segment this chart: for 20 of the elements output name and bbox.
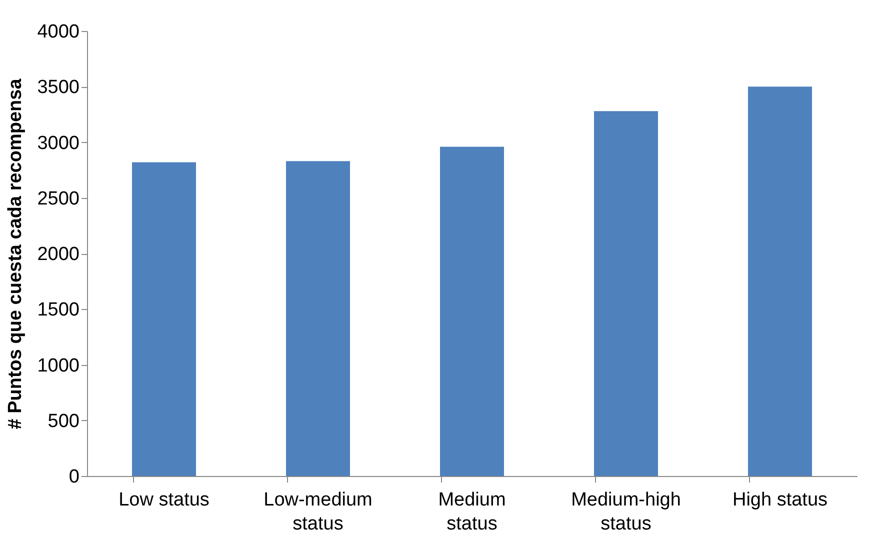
bar <box>132 162 196 476</box>
y-tick-label: 0 <box>68 466 80 488</box>
y-tick-label: 500 <box>48 410 80 432</box>
y-tick-label: 1500 <box>37 300 80 321</box>
bar <box>440 146 504 476</box>
bar <box>594 111 658 476</box>
y-axis-title: # Puntos que cuesta cada recompensa <box>5 78 26 430</box>
y-tick-label: 2000 <box>37 244 80 265</box>
y-tick-label: 1000 <box>37 355 80 376</box>
x-tick-label: High status <box>732 490 828 510</box>
y-tick-label: 3000 <box>37 132 80 154</box>
x-tick-label: Low status <box>118 490 210 510</box>
bar <box>286 161 350 476</box>
x-tick-label: Medium-high status <box>571 490 681 534</box>
x-tick-label: Low-medium status <box>264 490 372 534</box>
y-tick-label: 4000 <box>37 22 80 42</box>
y-tick-label: 3500 <box>37 77 80 98</box>
bar <box>748 86 812 476</box>
x-tick-label: Medium status <box>438 490 506 534</box>
y-tick-label: 2500 <box>37 188 80 210</box>
